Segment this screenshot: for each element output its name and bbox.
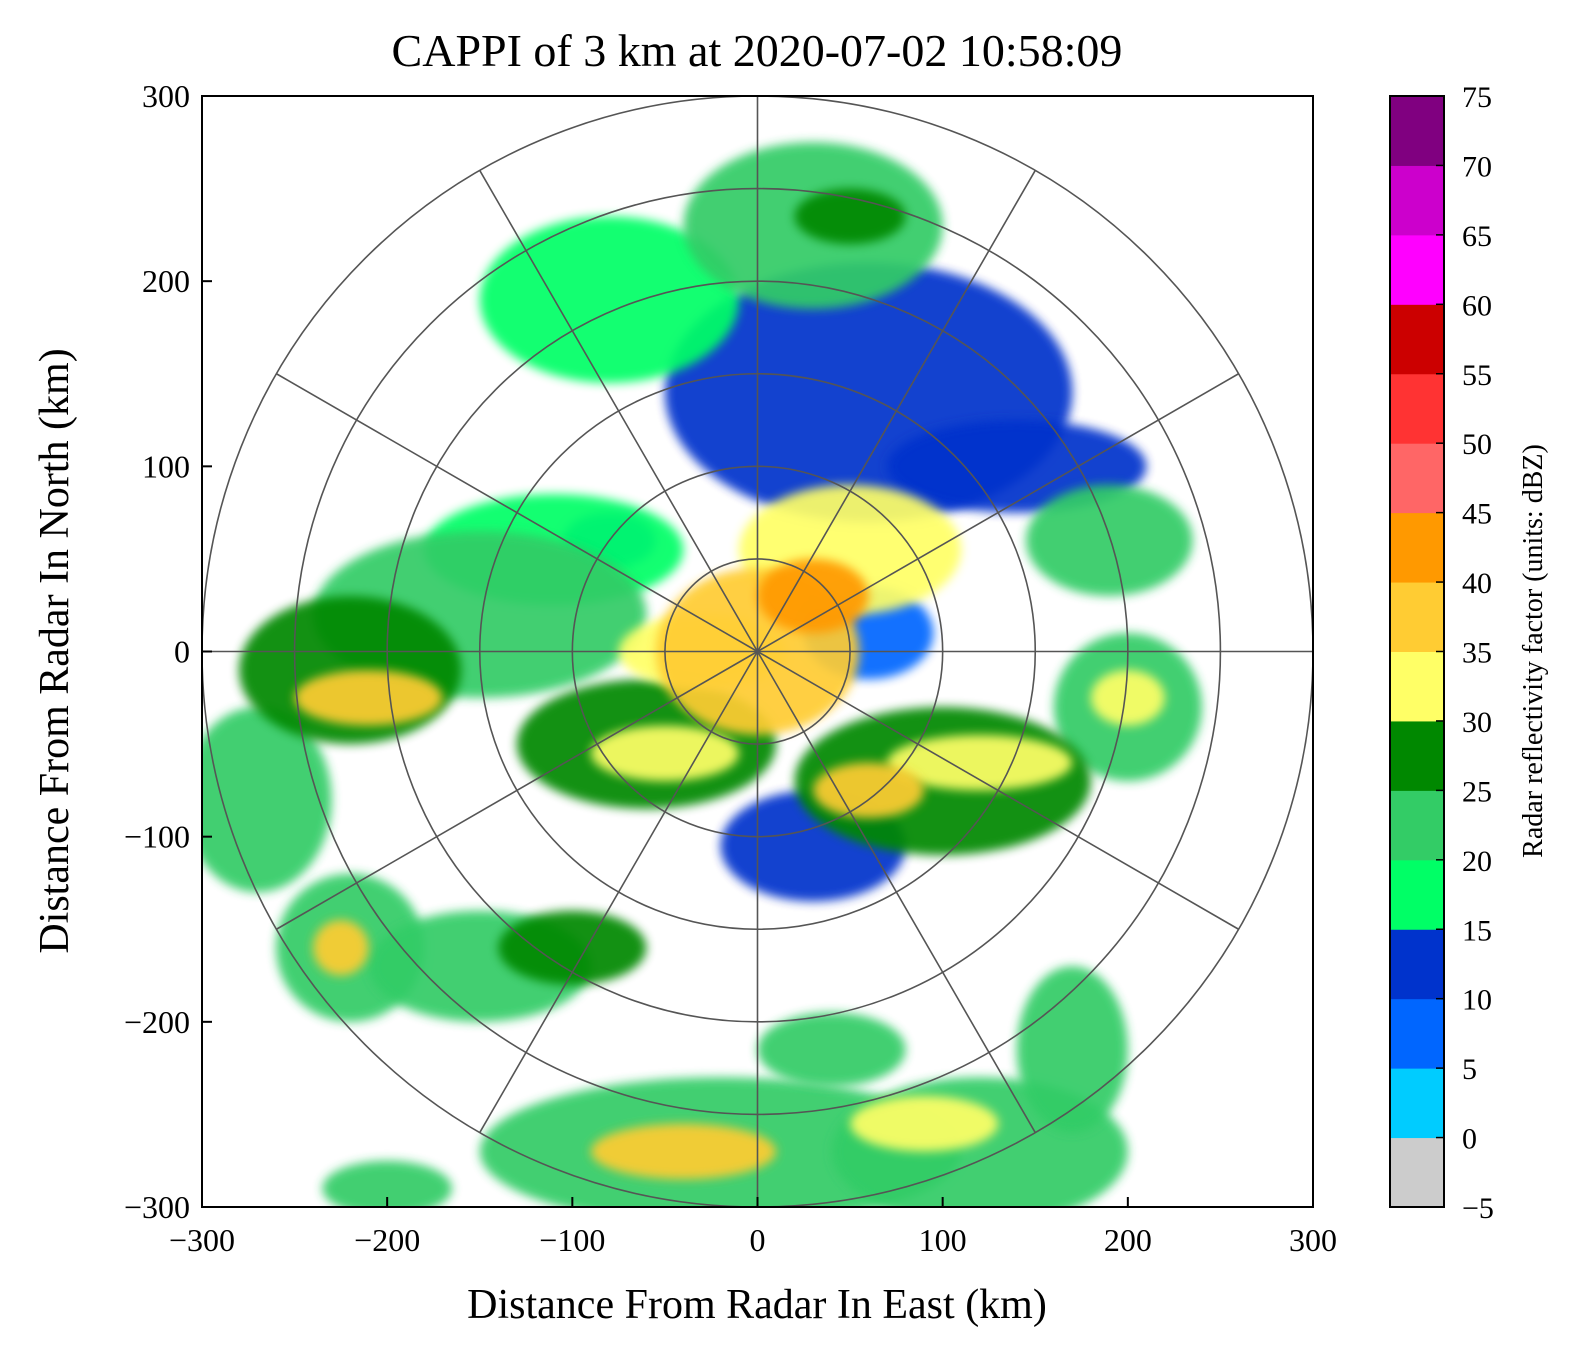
colorbar-tick-label: 15 bbox=[1462, 914, 1492, 947]
colorbar-tick-label: 50 bbox=[1462, 428, 1492, 461]
y-tick-label: 300 bbox=[142, 78, 190, 114]
colorbar-tick-label: −5 bbox=[1462, 1192, 1494, 1225]
colorbar-segment bbox=[1390, 998, 1444, 1069]
colorbar: −5 0 5 10 15 20 25 30 35 40 45 50 55 60 65 70 75 bbox=[1389, 81, 1494, 1225]
echo-cell bbox=[202, 707, 332, 893]
echo-cell bbox=[498, 910, 647, 985]
colorbar-segment bbox=[1390, 96, 1444, 166]
echo-cell bbox=[479, 216, 739, 384]
echo-cell bbox=[322, 1160, 452, 1207]
colorbar-segment bbox=[1390, 165, 1444, 236]
y-tick-label: −100 bbox=[124, 819, 190, 855]
echo-cell bbox=[590, 1123, 777, 1180]
echo-layer bbox=[202, 142, 1202, 1207]
colorbar-tick-label: 65 bbox=[1462, 220, 1492, 253]
echo-cell bbox=[294, 670, 443, 726]
echo-cell bbox=[1025, 484, 1193, 596]
azimuth-spoke bbox=[757, 650, 1239, 930]
colorbar-tick-label: 40 bbox=[1462, 567, 1492, 600]
colorbar-tick-label: 75 bbox=[1462, 81, 1492, 114]
y-tick-label: −200 bbox=[124, 1004, 190, 1040]
x-tick-label: 0 bbox=[750, 1222, 766, 1258]
x-tick-label: 100 bbox=[919, 1222, 967, 1258]
colorbar-segment bbox=[1390, 720, 1444, 791]
colorbar-segment bbox=[1390, 582, 1444, 652]
colorbar-tick-label: 55 bbox=[1462, 359, 1492, 392]
colorbar-tick-label: 5 bbox=[1462, 1053, 1477, 1086]
x-tick-label: −300 bbox=[169, 1222, 235, 1258]
echo-cell bbox=[813, 762, 925, 819]
azimuth-spoke bbox=[276, 373, 758, 653]
x-tick-label: −100 bbox=[539, 1222, 605, 1258]
x-tick-label: 200 bbox=[1104, 1222, 1152, 1258]
x-tick-label: 300 bbox=[1289, 1222, 1337, 1258]
x-axis-ticks: −300 −200 −100 0 100 200 300 bbox=[169, 1197, 1337, 1258]
echo-cell bbox=[757, 558, 869, 633]
colorbar-tick-label: 35 bbox=[1462, 637, 1492, 670]
echo-cell bbox=[1016, 966, 1128, 1133]
echo-cell bbox=[887, 734, 1073, 791]
echo-cell bbox=[757, 1012, 906, 1087]
azimuth-spoke bbox=[276, 650, 758, 930]
colorbar-segment bbox=[1390, 1137, 1444, 1208]
colorbar-tick-label: 25 bbox=[1462, 775, 1492, 808]
colorbar-segment bbox=[1390, 234, 1444, 305]
azimuth-spoke bbox=[479, 651, 759, 1133]
colorbar-segment bbox=[1390, 304, 1444, 375]
y-tick-label: 100 bbox=[142, 448, 190, 484]
colorbar-segment bbox=[1390, 373, 1444, 444]
colorbar-tick-label: 0 bbox=[1462, 1123, 1477, 1156]
y-tick-label: 0 bbox=[174, 634, 190, 670]
x-axis-label: Distance From Radar In East (km) bbox=[467, 1282, 1047, 1328]
x-tick-label: −200 bbox=[354, 1222, 420, 1258]
y-axis-ticks: −300 −200 −100 0 100 200 300 bbox=[124, 78, 212, 1225]
echo-cell bbox=[590, 725, 739, 782]
colorbar-segment bbox=[1390, 443, 1444, 514]
azimuth-spoke bbox=[756, 651, 1036, 1133]
echo-cell bbox=[313, 919, 369, 976]
echo-cell bbox=[850, 1095, 999, 1152]
azimuth-spoke bbox=[757, 373, 1239, 653]
colorbar-label: Radar reflectivity factor (units: dBZ) bbox=[1518, 444, 1549, 858]
colorbar-tick-label: 70 bbox=[1462, 150, 1492, 183]
echo-cell bbox=[1090, 670, 1165, 726]
colorbar-tick-label: 45 bbox=[1462, 498, 1492, 531]
y-tick-label: −300 bbox=[124, 1189, 190, 1225]
y-tick-label: 200 bbox=[142, 263, 190, 299]
colorbar-segment bbox=[1390, 1068, 1444, 1139]
colorbar-segment bbox=[1390, 859, 1444, 930]
chart-title: CAPPI of 3 km at 2020-07-02 10:58:09 bbox=[392, 25, 1123, 76]
colorbar-segment bbox=[1390, 512, 1444, 583]
y-axis-label: Distance From Radar In North (km) bbox=[32, 348, 78, 953]
colorbar-segment bbox=[1390, 790, 1444, 861]
colorbar-tick-label: 30 bbox=[1462, 706, 1492, 739]
echo-cell bbox=[794, 188, 906, 245]
azimuth-spoke bbox=[756, 170, 1036, 652]
azimuth-spoke bbox=[479, 170, 759, 652]
colorbar-tick-label: 20 bbox=[1462, 845, 1492, 878]
colorbar-tick-label: 60 bbox=[1462, 289, 1492, 322]
colorbar-segment bbox=[1390, 929, 1444, 1000]
colorbar-tick-label: 10 bbox=[1462, 984, 1492, 1017]
colorbar-segment bbox=[1390, 651, 1444, 722]
azimuth-spokes bbox=[202, 96, 1313, 1207]
